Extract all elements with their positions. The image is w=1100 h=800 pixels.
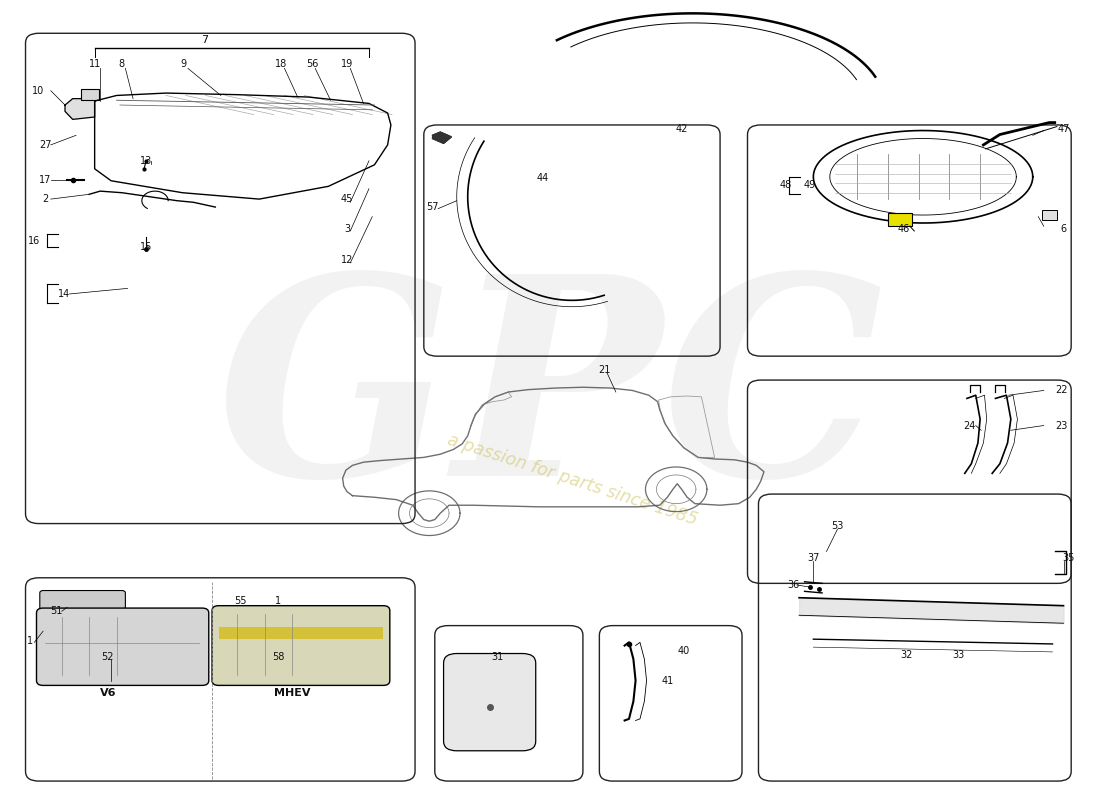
Bar — [888, 214, 912, 226]
Text: 41: 41 — [661, 676, 673, 686]
Text: 22: 22 — [1055, 386, 1068, 395]
Text: 45: 45 — [341, 194, 353, 204]
Text: 9: 9 — [180, 59, 187, 70]
Text: 10: 10 — [32, 86, 44, 97]
Text: 51: 51 — [51, 606, 63, 616]
Bar — [219, 627, 383, 639]
Bar — [81, 89, 99, 100]
Text: 49: 49 — [804, 180, 816, 190]
Text: 37: 37 — [807, 553, 820, 563]
Text: 42: 42 — [675, 124, 688, 134]
Text: a passion for parts since 1985: a passion for parts since 1985 — [444, 430, 700, 529]
Text: 33: 33 — [952, 650, 965, 660]
Polygon shape — [65, 98, 95, 119]
FancyBboxPatch shape — [443, 654, 536, 750]
Text: 46: 46 — [898, 223, 910, 234]
Text: 56: 56 — [306, 59, 318, 70]
Text: 3: 3 — [344, 224, 350, 234]
Text: 8: 8 — [118, 59, 124, 70]
Text: GPC: GPC — [217, 266, 883, 534]
Text: 12: 12 — [341, 255, 353, 266]
Text: 21: 21 — [598, 365, 611, 374]
Text: 32: 32 — [901, 650, 913, 660]
Text: 19: 19 — [341, 59, 353, 70]
FancyBboxPatch shape — [40, 590, 125, 610]
FancyBboxPatch shape — [212, 606, 389, 686]
Text: 53: 53 — [832, 521, 844, 531]
Text: 17: 17 — [40, 175, 52, 185]
Text: 36: 36 — [788, 580, 800, 590]
Text: V6: V6 — [100, 688, 117, 698]
Text: 57: 57 — [427, 202, 439, 212]
Text: 31: 31 — [492, 652, 504, 662]
Text: 55: 55 — [234, 596, 246, 606]
Text: 48: 48 — [780, 180, 792, 190]
Text: 52: 52 — [101, 652, 114, 662]
Text: 47: 47 — [1057, 124, 1069, 134]
Text: 23: 23 — [1055, 421, 1067, 430]
Text: 24: 24 — [962, 421, 976, 430]
Text: 1: 1 — [26, 636, 33, 646]
Text: 40: 40 — [678, 646, 690, 656]
Text: 58: 58 — [272, 652, 284, 662]
Text: MHEV: MHEV — [274, 688, 310, 698]
Text: 16: 16 — [29, 235, 41, 246]
Bar — [1042, 210, 1057, 220]
Text: 13: 13 — [140, 156, 152, 166]
Text: 2: 2 — [42, 194, 48, 204]
Text: 14: 14 — [58, 289, 70, 299]
Text: 35: 35 — [1063, 553, 1075, 563]
Text: 44: 44 — [536, 174, 549, 183]
Polygon shape — [432, 132, 451, 143]
Text: 18: 18 — [275, 59, 287, 70]
Text: 27: 27 — [39, 140, 52, 150]
Text: 6: 6 — [1060, 223, 1067, 234]
Text: 11: 11 — [88, 59, 101, 70]
FancyBboxPatch shape — [36, 608, 209, 686]
Text: 1: 1 — [275, 596, 280, 606]
Text: 7: 7 — [201, 34, 208, 45]
Text: 15: 15 — [140, 242, 153, 252]
